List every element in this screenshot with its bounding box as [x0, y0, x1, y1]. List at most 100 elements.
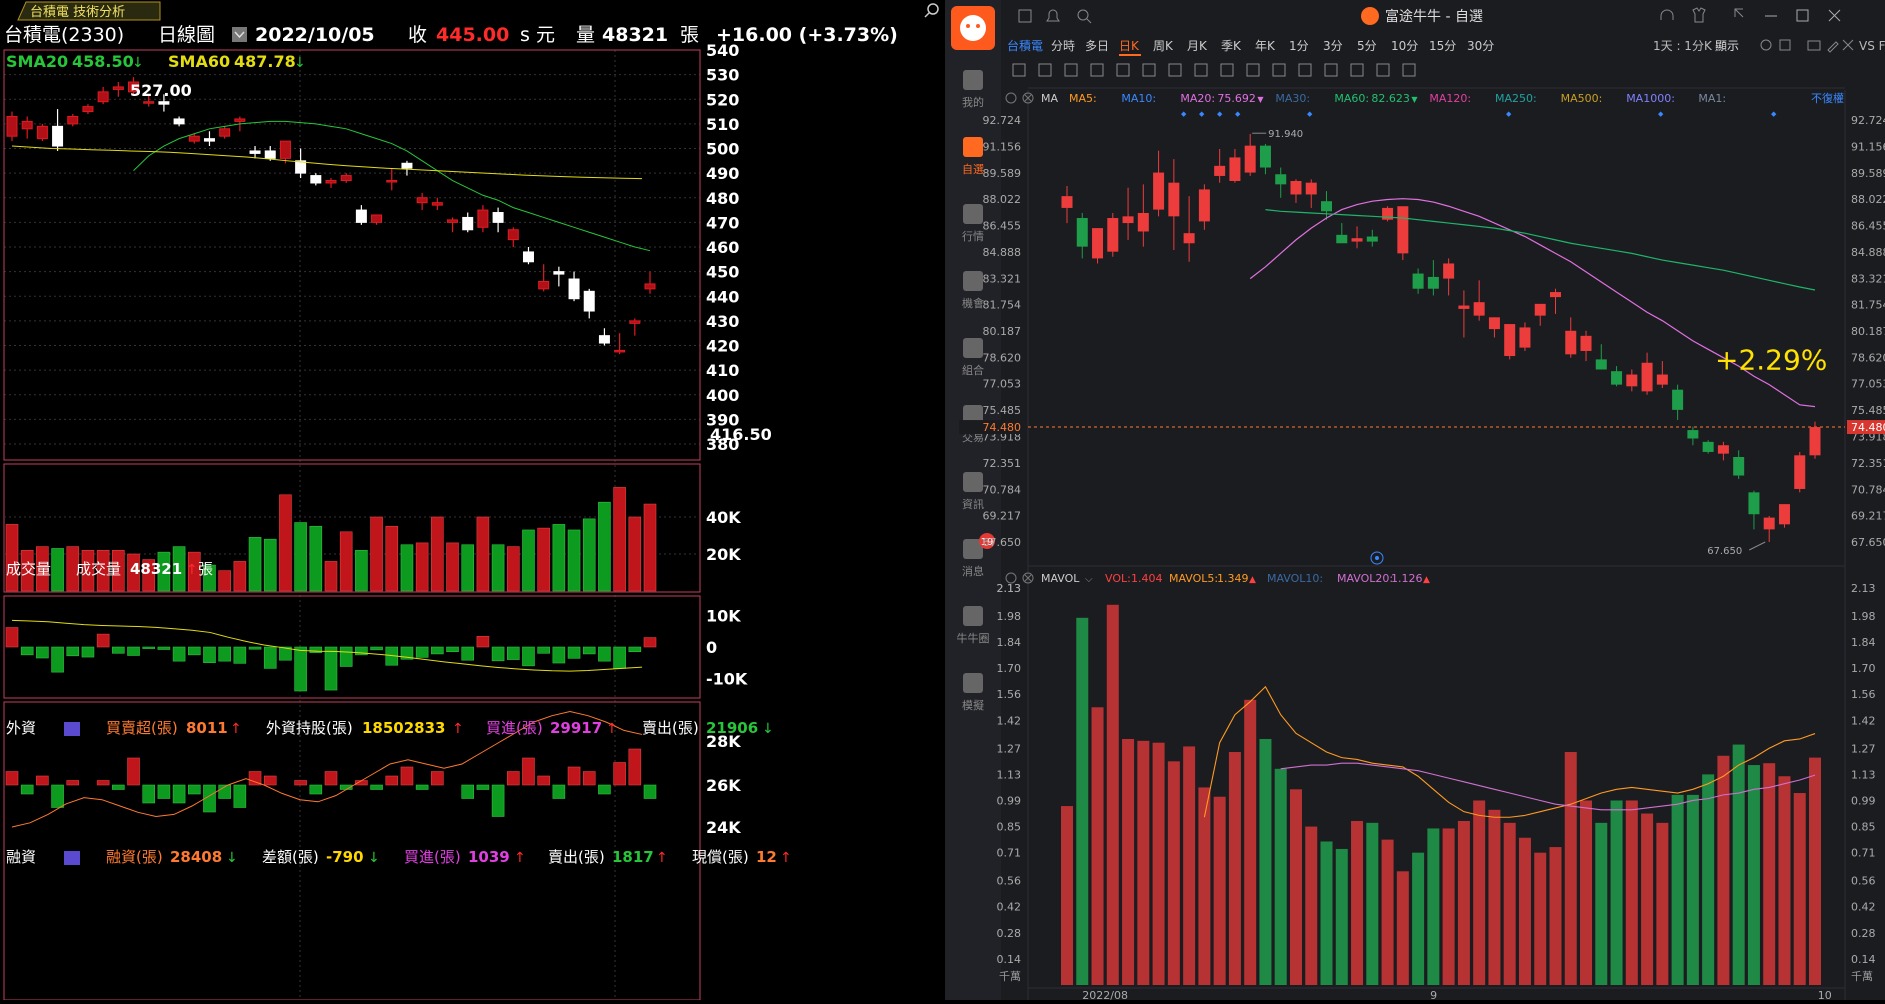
bell-icon[interactable]: [1046, 9, 1060, 22]
sidebar-item-label: 模擬: [962, 698, 984, 712]
foreign-list-icon[interactable]: [64, 722, 80, 736]
headset-icon[interactable]: [1660, 9, 1674, 20]
change-percent-annotation: +2.29%: [1715, 343, 1827, 376]
close-icon[interactable]: [1828, 9, 1841, 22]
sidebar-item[interactable]: 機會: [962, 271, 984, 310]
tab-9[interactable]: 3分: [1323, 39, 1343, 53]
lock-tool-icon[interactable]: [1298, 63, 1312, 77]
margin-bal-label: 融資(張): [106, 848, 163, 866]
candlestick: [355, 205, 367, 225]
event-marker-icon[interactable]: ◆: [1658, 110, 1664, 118]
sidebar-item-icon: [963, 137, 983, 157]
event-marker-icon[interactable]: ◆: [1199, 110, 1205, 118]
ruler-tool-icon[interactable]: [1246, 63, 1260, 77]
tab-7[interactable]: 年K: [1255, 39, 1276, 53]
camera-icon[interactable]: [1807, 40, 1821, 51]
reset-icon[interactable]: [1370, 551, 1384, 565]
volume-bar: [1732, 744, 1745, 985]
note-tool-icon[interactable]: [1220, 63, 1234, 77]
volume-bar: [1809, 757, 1821, 985]
menu-icon[interactable]: [1018, 9, 1032, 23]
event-marker-icon[interactable]: ◆: [1217, 110, 1223, 118]
candlestick: [1534, 303, 1546, 326]
tab-0[interactable]: 台積電: [1007, 38, 1043, 53]
tab-10[interactable]: 5分: [1357, 39, 1377, 53]
event-marker-icon[interactable]: ◆: [1506, 110, 1512, 118]
pen-icon[interactable]: [1827, 41, 1839, 53]
margin-list-icon[interactable]: [64, 851, 80, 865]
tab-2[interactable]: 多日: [1085, 39, 1109, 53]
candlestick: [203, 131, 215, 147]
volume-bar: [1488, 809, 1501, 985]
mavol-dropdown-icon[interactable]: ⌵: [1085, 574, 1093, 585]
line-tool-icon[interactable]: [1038, 63, 1052, 77]
sidebar-item[interactable]: 模擬: [962, 673, 984, 712]
wave-tool-icon[interactable]: [1090, 63, 1104, 77]
price-tick-right: 84.888: [1851, 246, 1885, 259]
sidebar-item[interactable]: 牛牛圈: [957, 606, 990, 645]
search-icon[interactable]: [1077, 9, 1092, 24]
volume-tick-right: 0.85: [1851, 821, 1876, 834]
sidebar-item[interactable]: 行情: [962, 204, 984, 243]
tab-5[interactable]: 月K: [1187, 39, 1208, 53]
fib-tool-icon[interactable]: [1116, 63, 1130, 77]
tab-11[interactable]: 10分: [1391, 39, 1418, 53]
mavol20-line: [1280, 762, 1816, 811]
magnify-icon[interactable]: [924, 3, 939, 18]
event-marker-icon[interactable]: ◆: [1235, 110, 1241, 118]
sidebar-item[interactable]: 資訊: [962, 472, 984, 511]
candlestick: [1549, 288, 1561, 314]
measure-tool-icon[interactable]: [1142, 63, 1156, 77]
link-tool-icon[interactable]: [1376, 63, 1390, 77]
event-marker-icon[interactable]: ◆: [1771, 110, 1777, 118]
tab-6[interactable]: 季K: [1221, 39, 1242, 53]
tab-8[interactable]: 1分: [1289, 39, 1309, 53]
settings-icon[interactable]: [1760, 39, 1772, 51]
candlestick: [629, 318, 641, 336]
sidebar-item[interactable]: 組合: [962, 338, 984, 377]
tab-12[interactable]: 15分: [1429, 39, 1456, 53]
tab-tech-analysis[interactable]: 台積電 技術分析: [17, 1, 161, 21]
restore-label[interactable]: 不復權: [1811, 92, 1844, 105]
arrow-tool-icon[interactable]: [1168, 63, 1182, 77]
collapse-icon[interactable]: [1734, 8, 1744, 18]
tab-1[interactable]: 分時: [1051, 39, 1075, 53]
event-marker-icon[interactable]: ◆: [1307, 110, 1313, 118]
text-tool-icon[interactable]: [1194, 63, 1208, 77]
brush-tool-icon[interactable]: [1064, 63, 1078, 77]
volume-legend-label: 成交量: [76, 560, 121, 578]
shirt-icon[interactable]: [1692, 7, 1706, 23]
foreign-sell-label: 賣出(張): [642, 719, 699, 737]
visibility-tool-icon[interactable]: [1402, 63, 1416, 77]
volume-tick-left: 1.70: [997, 662, 1022, 675]
tab-vs[interactable]: VS FI: [1859, 39, 1885, 53]
eye-tool-icon[interactable]: [1324, 63, 1338, 77]
volume-tick-left: 0.85: [997, 821, 1022, 834]
tab-4[interactable]: 周K: [1153, 39, 1174, 53]
maximize-icon[interactable]: [1796, 9, 1809, 22]
trash-tool-icon[interactable]: [1350, 63, 1364, 77]
tab-one-day[interactable]: 1天 : 1分K: [1653, 39, 1713, 53]
tab-13[interactable]: 30分: [1467, 39, 1494, 53]
sidebar-item[interactable]: 我的: [962, 70, 984, 109]
sidebar-item[interactable]: 消息 19: [962, 533, 995, 578]
magnet-tool-icon[interactable]: [1272, 63, 1286, 77]
fullscreen-icon[interactable]: [1842, 39, 1854, 51]
tab-3[interactable]: 日K: [1119, 39, 1140, 53]
period-dropdown-icon[interactable]: [232, 27, 247, 42]
foreign-net-bar: [446, 646, 459, 653]
close-ma-icon[interactable]: [1022, 92, 1034, 104]
candlestick: [36, 123, 48, 142]
close-vol-icon[interactable]: [1022, 572, 1034, 584]
volume-bar: [324, 561, 338, 592]
sidebar-item[interactable]: 自選: [962, 137, 984, 176]
price-tick-left: 67.650: [983, 536, 1022, 549]
gear-icon[interactable]: [1005, 92, 1017, 104]
candlestick: [1412, 268, 1424, 294]
layout-icon[interactable]: [1779, 39, 1791, 51]
crosshair-icon[interactable]: [1012, 63, 1026, 77]
gear-vol-icon[interactable]: [1005, 572, 1017, 584]
tab-display[interactable]: 顯示: [1715, 39, 1739, 53]
mavol10-label: MAVOL10:: [1267, 572, 1323, 585]
event-marker-icon[interactable]: ◆: [1181, 110, 1187, 118]
